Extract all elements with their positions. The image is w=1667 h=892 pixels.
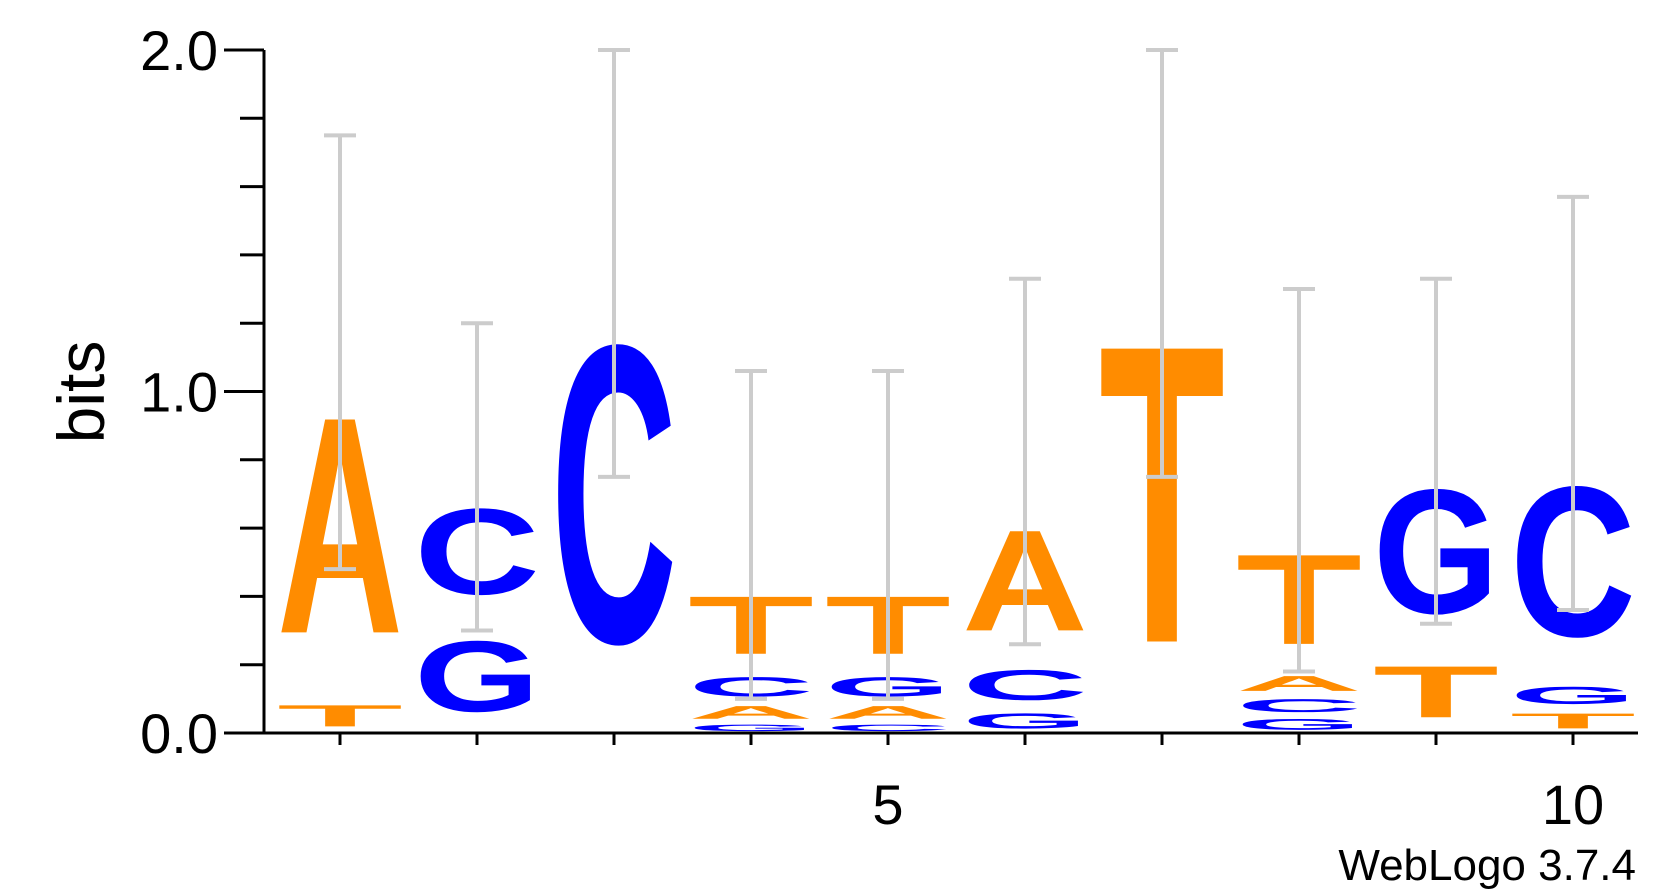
- x-tick-label: 5: [872, 773, 903, 836]
- y-axis-label: bits: [44, 341, 118, 444]
- letter-A: A: [688, 702, 814, 722]
- error-bar-position-6: [1009, 276, 1041, 647]
- letter-T: T: [1373, 651, 1499, 733]
- error-bar-position-1: [324, 133, 356, 572]
- y-tick-label: 2.0: [140, 19, 218, 82]
- error-bar-position-10: [1557, 194, 1589, 613]
- error-bars: [324, 48, 1589, 701]
- letter-G: G: [1510, 682, 1636, 709]
- error-bar-position-2: [461, 321, 493, 633]
- letter-A: A: [825, 702, 951, 722]
- letter-C: C: [825, 723, 951, 733]
- letter-C: C: [962, 661, 1088, 709]
- letter-A: A: [1236, 672, 1362, 696]
- error-bar-position-7: [1146, 48, 1178, 479]
- y-ticks: 0.0 1.0 2.0: [140, 19, 264, 765]
- x-ticks: 5 10: [338, 733, 1604, 836]
- error-bar-position-3: [598, 48, 630, 479]
- letter-G: G: [414, 620, 540, 733]
- letter-G: G: [962, 709, 1088, 733]
- letter-C: C: [1236, 696, 1362, 716]
- error-bar-position-4: [735, 369, 767, 701]
- error-bar-position-9: [1420, 276, 1452, 626]
- letter-T: T: [1510, 709, 1636, 733]
- letter-G: G: [1236, 716, 1362, 733]
- letter-G: G: [688, 723, 814, 733]
- error-bar-position-8: [1283, 287, 1315, 674]
- letter-stacks: TAGCCGACTCAGTGCATGCATTGTGC: [277, 255, 1636, 733]
- footer-label: WebLogo 3.7.4: [1338, 841, 1636, 890]
- x-tick-label: 10: [1542, 773, 1604, 836]
- letter-T: T: [277, 699, 403, 733]
- y-tick-label: 0.0: [140, 702, 218, 765]
- error-bar-position-5: [872, 369, 904, 701]
- y-tick-label: 1.0: [140, 361, 218, 424]
